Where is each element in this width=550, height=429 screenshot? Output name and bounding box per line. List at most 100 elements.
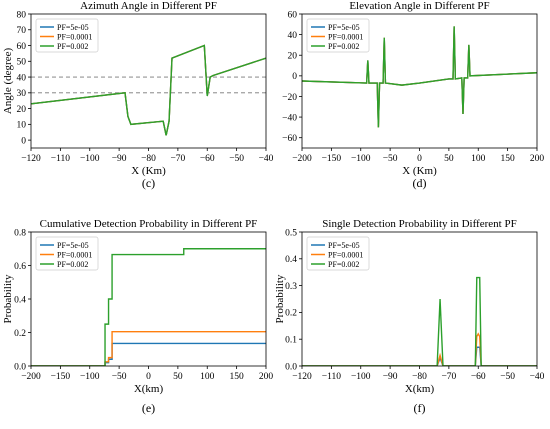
legend-entry: PF=0.002 — [57, 42, 88, 51]
x-tick-label: −150 — [51, 372, 71, 382]
x-tick-label: −90 — [112, 154, 127, 164]
x-tick-label: 0 — [417, 154, 422, 164]
x-axis-label: X(km) — [134, 383, 164, 395]
panel-azimuth: Azimuth Angle in Different PF −120 −110 −10… — [2, 0, 274, 190]
x-tick-label: 150 — [230, 372, 245, 382]
y-tick-label: 0.3 — [285, 282, 297, 292]
series-line-3 — [31, 44, 266, 136]
legend-entry: PF=0.0001 — [57, 32, 92, 41]
x-axis-label: X(km) — [405, 383, 435, 395]
x-tick-label: −100 — [80, 154, 100, 164]
legend-entry: PF=5e-05 — [328, 23, 360, 32]
x-tick-label: −100 — [351, 154, 371, 164]
legend-entry: PF=0.0001 — [57, 250, 92, 259]
y-tick-label: 20 — [17, 105, 27, 115]
y-tick-label: 50 — [17, 58, 27, 68]
x-tick-label: −100 — [80, 372, 100, 382]
x-tick-label: −80 — [141, 154, 156, 164]
x-tick-label: 100 — [200, 372, 215, 382]
x-tick-label: −110 — [322, 372, 342, 382]
x-tick-label: 200 — [530, 154, 545, 164]
series-line-1 — [302, 346, 537, 366]
x-axis-label: X (Km) — [131, 165, 166, 177]
x-tick-label: −200 — [292, 154, 312, 164]
x-tick-label: −40 — [530, 372, 545, 382]
x-tick-label: −90 — [383, 372, 398, 382]
x-tick-label: 100 — [471, 154, 486, 164]
panel-cumulative-probability: Cumulative Detection Probability in Diff… — [2, 218, 273, 415]
y-tick-label: 0.4 — [285, 255, 297, 265]
y-tick-label: 20 — [288, 52, 298, 62]
series-line-1 — [31, 44, 266, 136]
x-tick-label: 0 — [146, 372, 151, 382]
legend-entry: PF=5e-05 — [328, 241, 360, 250]
x-tick-label: 200 — [259, 372, 274, 382]
y-tick-label: 40 — [288, 31, 298, 41]
legend-entry: PF=0.002 — [328, 42, 359, 51]
panel-single-probability: Single Detection Probability in Differen… — [274, 218, 545, 415]
y-tick-label: 0.0 — [14, 362, 26, 372]
legend-entry: PF=5e-05 — [57, 23, 89, 32]
series-line-3 — [302, 26, 537, 128]
y-tick-label: 60 — [17, 42, 27, 52]
chart-title: Cumulative Detection Probability in Diff… — [40, 218, 258, 230]
x-tick-label: −50 — [383, 154, 398, 164]
y-axis-label: Probability — [274, 274, 286, 323]
series-line-2 — [31, 44, 266, 136]
x-tick-label: −60 — [471, 372, 486, 382]
y-tick-label: 0.6 — [14, 262, 26, 272]
chart-title: Azimuth Angle in Different PF — [80, 0, 217, 12]
chart-title: Elevation Angle in Different PF — [349, 0, 489, 12]
y-tick-label: 70 — [17, 26, 27, 36]
x-tick-label: −120 — [21, 154, 41, 164]
legend-entry: PF=5e-05 — [57, 241, 89, 250]
series-line-3 — [302, 276, 537, 366]
x-tick-label: −50 — [229, 154, 244, 164]
x-tick-label: −60 — [200, 154, 215, 164]
series-line-2 — [31, 330, 266, 366]
x-tick-label: −150 — [322, 154, 342, 164]
legend-entry: PF=0.0001 — [328, 250, 363, 259]
x-tick-label: 50 — [173, 372, 183, 382]
x-tick-label: −50 — [500, 372, 515, 382]
y-tick-label: −60 — [282, 134, 297, 144]
y-tick-label: 80 — [17, 10, 27, 20]
legend-entry: PF=0.002 — [328, 260, 359, 269]
series-line-2 — [302, 332, 537, 366]
x-tick-label: −100 — [351, 372, 371, 382]
panel-caption: (f) — [414, 401, 426, 415]
y-tick-label: −40 — [282, 113, 297, 123]
y-tick-label: 40 — [17, 73, 27, 83]
y-tick-label: 0 — [21, 136, 26, 146]
y-tick-label: 10 — [17, 121, 27, 131]
x-tick-label: −110 — [51, 154, 71, 164]
x-tick-label: −200 — [21, 372, 41, 382]
x-tick-label: −50 — [112, 372, 127, 382]
y-axis-label: Probability — [2, 274, 14, 323]
y-tick-label: 0.4 — [14, 295, 26, 305]
y-tick-label: 0.1 — [285, 336, 297, 346]
panel-elevation: Elevation Angle in Different PF−200 −150−… — [282, 0, 544, 190]
y-tick-label: 0.0 — [285, 362, 297, 372]
x-axis-label: X (Km) — [402, 165, 437, 177]
panel-caption: (d) — [413, 176, 427, 190]
x-tick-label: −80 — [412, 372, 427, 382]
y-tick-label: 0.2 — [14, 329, 26, 339]
chart-title: Single Detection Probability in Differen… — [322, 218, 516, 230]
x-tick-label: 50 — [444, 154, 454, 164]
y-tick-label: −20 — [282, 93, 297, 103]
legend-entry: PF=0.0001 — [328, 32, 363, 41]
y-tick-label: 0.2 — [285, 309, 297, 319]
x-tick-label: −120 — [292, 372, 312, 382]
y-axis-label: Angle (degree) — [2, 48, 14, 115]
panel-caption: (e) — [142, 401, 155, 415]
series-line-3 — [31, 248, 266, 366]
y-tick-label: 60 — [288, 10, 298, 20]
x-tick-label: −70 — [441, 372, 456, 382]
y-tick-label: 30 — [17, 89, 27, 99]
x-tick-label: −70 — [170, 154, 185, 164]
